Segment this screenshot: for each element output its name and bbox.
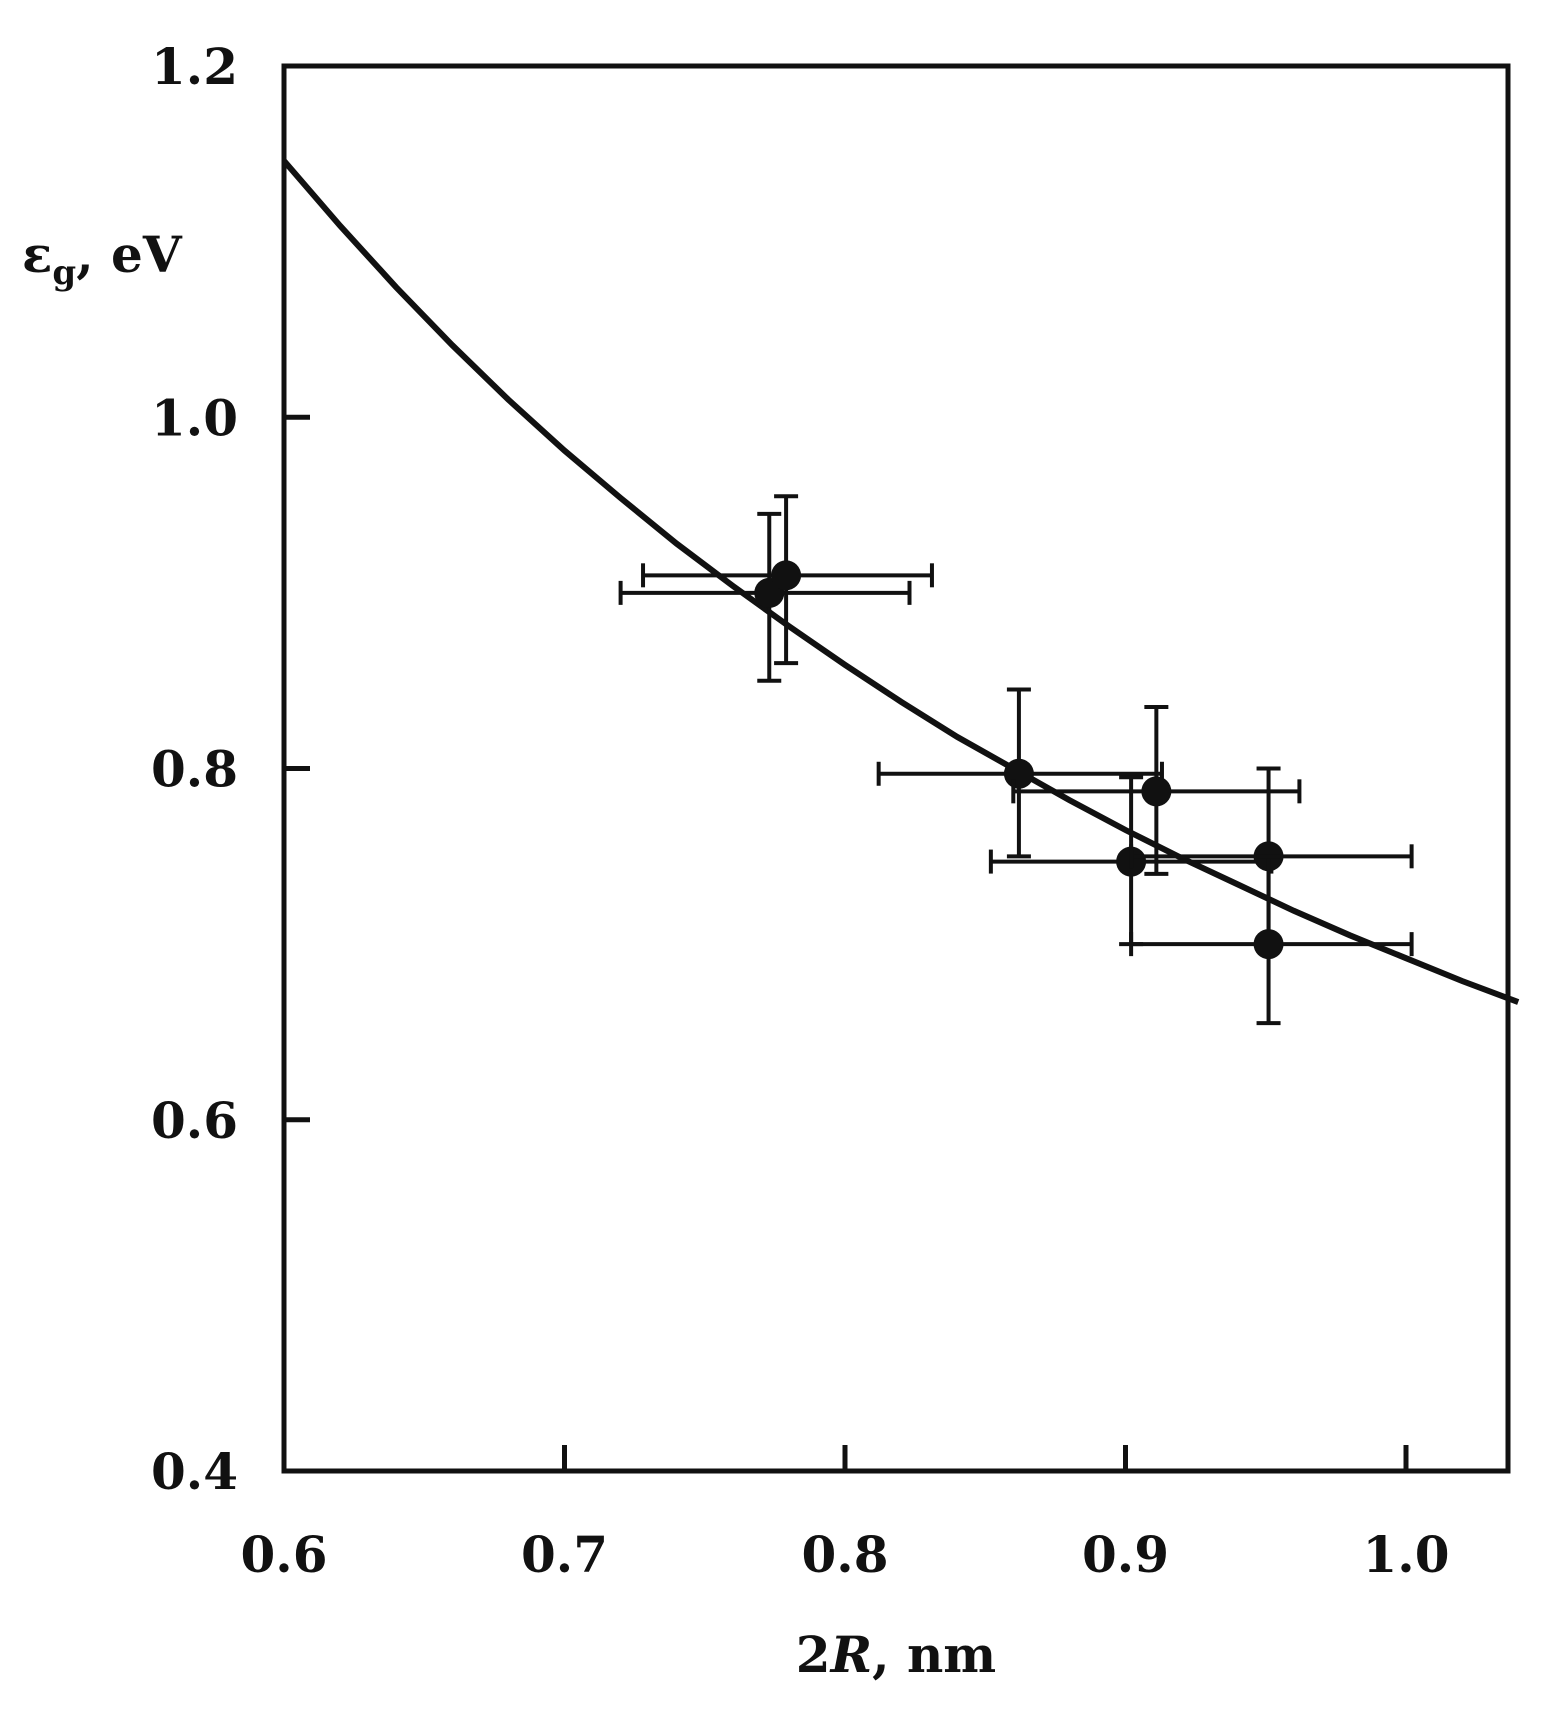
y-axis-label-main: ε: [22, 225, 52, 284]
x-tick-label-1: 0.7: [521, 1525, 608, 1584]
y-tick-label-4: 1.2: [151, 37, 238, 96]
data-point: [771, 560, 802, 591]
x-tick-label-0: 0.6: [241, 1525, 328, 1584]
data-point: [1003, 758, 1034, 789]
y-tick-label-1: 0.6: [151, 1091, 238, 1150]
x-tick-label-4: 1.0: [1363, 1525, 1450, 1584]
x-axis-label-rest: , nm: [872, 1625, 996, 1684]
plot-frame: [281, 63, 1511, 1474]
fit-curve: [281, 158, 1520, 1005]
data-point: [1141, 776, 1172, 807]
data-point-group-2: [876, 687, 1164, 859]
x-axis-label: 2R, nm: [796, 1625, 996, 1684]
ticks-layer: [281, 63, 1409, 1474]
y-axis-label-rest: , eV: [76, 225, 183, 284]
curve-layer: [281, 158, 1520, 1005]
x-axis-label-italic: R: [829, 1625, 873, 1684]
y-tick-labels: 0.4 0.6 0.8 1.0 1.2: [151, 37, 238, 1501]
data-point-group-3: [1011, 705, 1302, 876]
y-axis-label: εg, eV: [22, 225, 183, 293]
x-axis-label-main: 2: [796, 1625, 831, 1684]
y-tick-label-3: 1.0: [151, 388, 238, 447]
data-point: [1253, 929, 1284, 960]
y-tick-label-2: 0.8: [151, 740, 238, 799]
y-tick-label-0: 0.4: [151, 1442, 238, 1501]
x-tick-labels: 0.6 0.7 0.8 0.9 1.0: [241, 1525, 1450, 1584]
data-point-group-0: [618, 511, 912, 683]
data-point-group-6: [1129, 854, 1414, 1026]
points-layer: [618, 494, 1414, 1026]
y-axis-label-subscript: g: [52, 253, 76, 293]
x-tick-label-3: 0.9: [1082, 1525, 1169, 1584]
x-tick-label-2: 0.8: [802, 1525, 889, 1584]
data-point-group-1: [641, 494, 934, 666]
